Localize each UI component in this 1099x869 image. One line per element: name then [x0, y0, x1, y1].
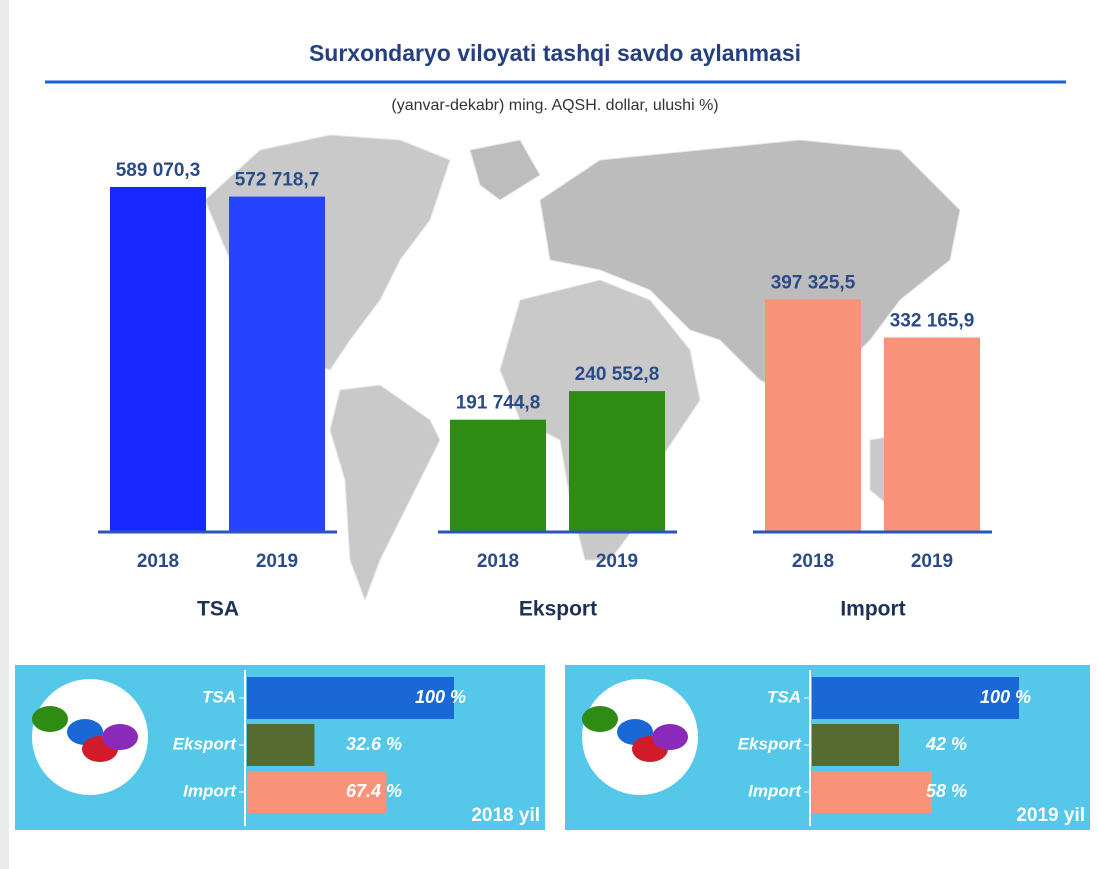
bar [247, 677, 454, 719]
chart-subtitle: (yanvar-dekabr) ming. AQSH. dollar, ulus… [391, 97, 718, 114]
value-label: 67.4 % [346, 781, 402, 801]
left-strip [0, 0, 9, 869]
group-label: Import [840, 598, 905, 621]
bar [229, 196, 325, 533]
x-tick-label: 2018 [477, 551, 519, 572]
x-tick-label: 2019 [256, 551, 298, 572]
bar [450, 419, 546, 532]
region-shape [652, 724, 688, 750]
y-tick-label: Import [748, 781, 802, 800]
year-annotation: 2018 yil [471, 805, 540, 826]
group-label: TSA [197, 598, 239, 621]
y-tick-label: Import [183, 781, 237, 800]
value-label: 240 552,8 [575, 364, 660, 385]
y-tick-label: Eksport [738, 734, 803, 753]
y-tick-label: Eksport [173, 734, 238, 753]
value-label: 589 070,3 [116, 160, 201, 181]
region-shape [102, 724, 138, 750]
value-label: 32.6 % [346, 734, 402, 754]
value-label: 58 % [926, 781, 967, 801]
value-label: 572 718,7 [235, 170, 320, 191]
bar [812, 724, 899, 766]
x-tick-label: 2019 [911, 551, 953, 572]
value-label: 100 % [980, 687, 1031, 707]
bar [569, 391, 665, 532]
south-america [329, 384, 441, 602]
bar [247, 771, 387, 813]
value-label: 332 165,9 [890, 310, 975, 331]
bar [765, 299, 861, 532]
greenland [469, 139, 541, 201]
x-tick-label: 2018 [792, 551, 834, 572]
x-tick-label: 2019 [596, 551, 638, 572]
y-tick-label: TSA [767, 687, 801, 706]
chart-title: Surxondaryo viloyati tashqi savdo aylanm… [309, 40, 801, 66]
bar [812, 677, 1019, 719]
group-label: Eksport [519, 598, 597, 621]
year-annotation: 2019 yil [1016, 805, 1085, 826]
bar [110, 187, 206, 532]
value-label: 100 % [415, 687, 466, 707]
y-tick-label: TSA [202, 687, 236, 706]
bar [884, 337, 980, 532]
value-label: 191 744,8 [456, 393, 541, 414]
region-shape [582, 706, 618, 732]
region-shape [32, 706, 68, 732]
x-tick-label: 2018 [137, 551, 179, 572]
value-label: 397 325,5 [771, 272, 856, 293]
bar [812, 771, 933, 813]
bar [247, 724, 315, 766]
value-label: 42 % [925, 734, 967, 754]
